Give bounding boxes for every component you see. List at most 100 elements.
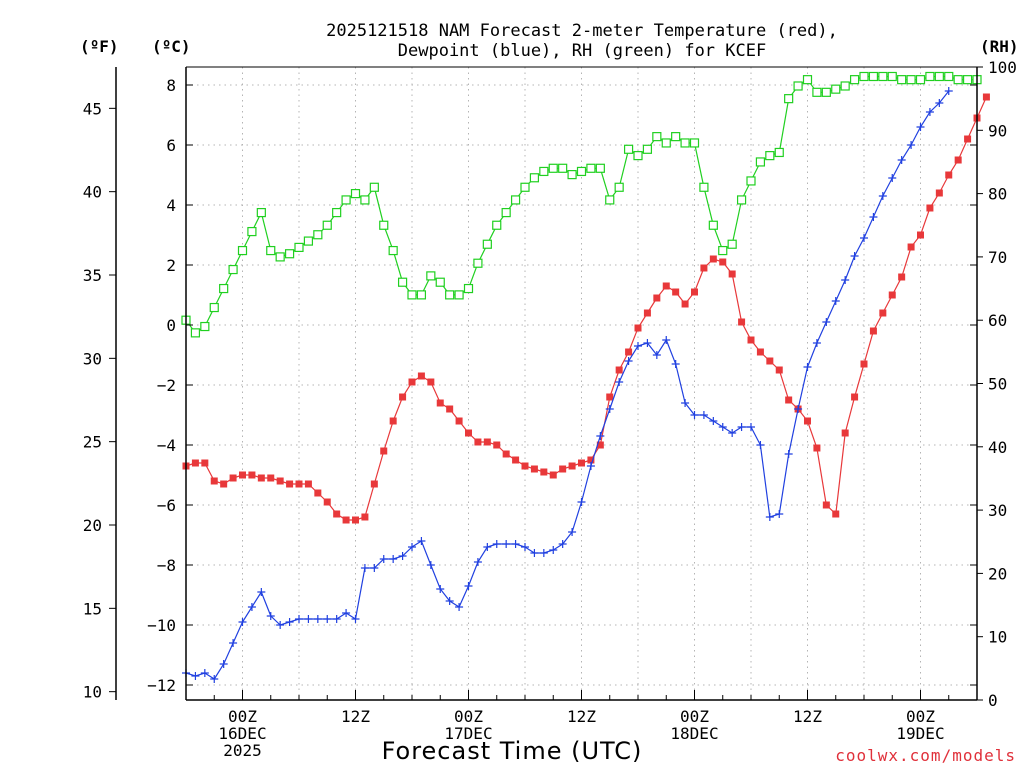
temperature-point — [399, 393, 407, 401]
temperature-point — [982, 93, 990, 101]
dewpoint-point — [417, 537, 426, 545]
x-tick-label: 17DEC — [444, 724, 492, 743]
temperature-point — [672, 288, 680, 296]
temperature-point — [559, 465, 567, 473]
dewpoint-point — [728, 429, 737, 437]
temperature-point — [954, 156, 962, 164]
dewpoint-point — [709, 417, 718, 425]
dewpoint-point — [577, 498, 586, 506]
temperature-point — [643, 309, 651, 317]
rh-point — [350, 189, 361, 199]
series-layer — [181, 71, 990, 683]
temperature-point — [804, 417, 811, 425]
rh-point — [463, 283, 474, 294]
dewpoint-point — [313, 615, 322, 623]
rh-point — [736, 195, 747, 205]
dewpoint-point — [841, 276, 850, 284]
series-rh — [181, 71, 982, 338]
dewpoint-point — [342, 609, 351, 617]
dewpoint-point — [247, 603, 256, 611]
dewpoint-point — [295, 615, 303, 623]
temperature-point — [286, 480, 294, 488]
fahrenheit-tick-label: 10 — [83, 683, 102, 702]
rh-point — [727, 239, 737, 249]
celsius-tick-label: −2 — [157, 376, 176, 395]
rh-point — [576, 166, 587, 177]
rh-point — [586, 163, 596, 173]
temperature-point — [361, 513, 369, 521]
rh-point — [407, 290, 417, 300]
temperature-point — [935, 189, 943, 197]
celsius-tick-label: 4 — [166, 196, 176, 215]
rh-point — [680, 138, 690, 148]
rh-point — [642, 144, 653, 154]
temperature-point — [295, 480, 303, 488]
chart-title-line2: Dewpoint (blue), RH (green) for KCEF — [398, 41, 766, 61]
temperature-line — [185, 96, 987, 521]
rh-tick-label: 0 — [988, 691, 998, 710]
rh-point — [755, 157, 766, 167]
rh-point — [718, 245, 728, 256]
dewpoint-point — [285, 618, 294, 626]
rh-tick-label: 40 — [988, 438, 1007, 457]
dewpoint-point — [436, 585, 445, 593]
rh-point — [369, 182, 379, 192]
temperature-point — [512, 456, 520, 464]
temperature-point — [267, 474, 275, 482]
temperature-point — [747, 336, 755, 344]
rh-point — [397, 277, 408, 287]
rh-point — [887, 71, 897, 82]
x-tick-label: 00Z — [680, 707, 709, 726]
rh-point — [294, 242, 304, 253]
dewpoint-point — [323, 615, 332, 623]
rh-point — [332, 207, 342, 218]
temperature-point — [691, 288, 698, 296]
dewpoint-point — [351, 615, 360, 623]
temperature-point — [832, 510, 840, 518]
temperature-point — [257, 474, 265, 482]
dewpoint-point — [737, 423, 746, 431]
x-axis-label: Forecast Time (UTC) — [382, 737, 643, 765]
temperature-point — [785, 396, 793, 404]
temperature-point — [530, 465, 538, 473]
temperature-point — [370, 480, 378, 488]
rh-point — [200, 321, 210, 332]
rh-point — [623, 144, 634, 154]
temperature-point — [314, 489, 322, 497]
temperature-point — [615, 366, 623, 374]
rh-point — [878, 71, 888, 82]
rh-tick-label: 70 — [988, 248, 1007, 267]
rh-point — [209, 302, 219, 313]
fahrenheit-tick-label: 25 — [83, 433, 102, 452]
x-tick-label: 19DEC — [896, 724, 944, 743]
dewpoint-point — [200, 669, 209, 677]
rh-point — [689, 138, 700, 148]
temperature-point — [606, 393, 614, 401]
temperature-point — [201, 459, 209, 467]
rh-point — [473, 258, 483, 268]
rh-point — [510, 195, 521, 205]
dewpoint-point — [690, 411, 699, 419]
dewpoint-point — [332, 615, 341, 623]
rh-point — [256, 207, 266, 218]
x-tick-label: 00Z — [906, 707, 935, 726]
temperature-point — [841, 429, 849, 437]
rh-point — [445, 290, 455, 300]
temperature-point — [907, 243, 915, 251]
temperature-point — [502, 450, 510, 458]
dewpoint-point — [360, 564, 369, 572]
dewpoint-point — [925, 108, 934, 116]
rh-point — [266, 245, 276, 256]
rh-point — [558, 163, 568, 173]
dewpoint-point — [784, 450, 793, 458]
dewpoint-point — [916, 123, 925, 131]
rh-point — [699, 182, 709, 192]
rh-point — [633, 151, 643, 161]
temperature-point — [822, 501, 830, 509]
x-tick-label: 2025 — [223, 741, 262, 760]
temperature-point — [210, 477, 218, 485]
plot-frame — [115, 66, 978, 701]
dewpoint-point — [794, 405, 803, 413]
dewpoint-point — [210, 675, 219, 683]
rh-point — [671, 132, 681, 142]
